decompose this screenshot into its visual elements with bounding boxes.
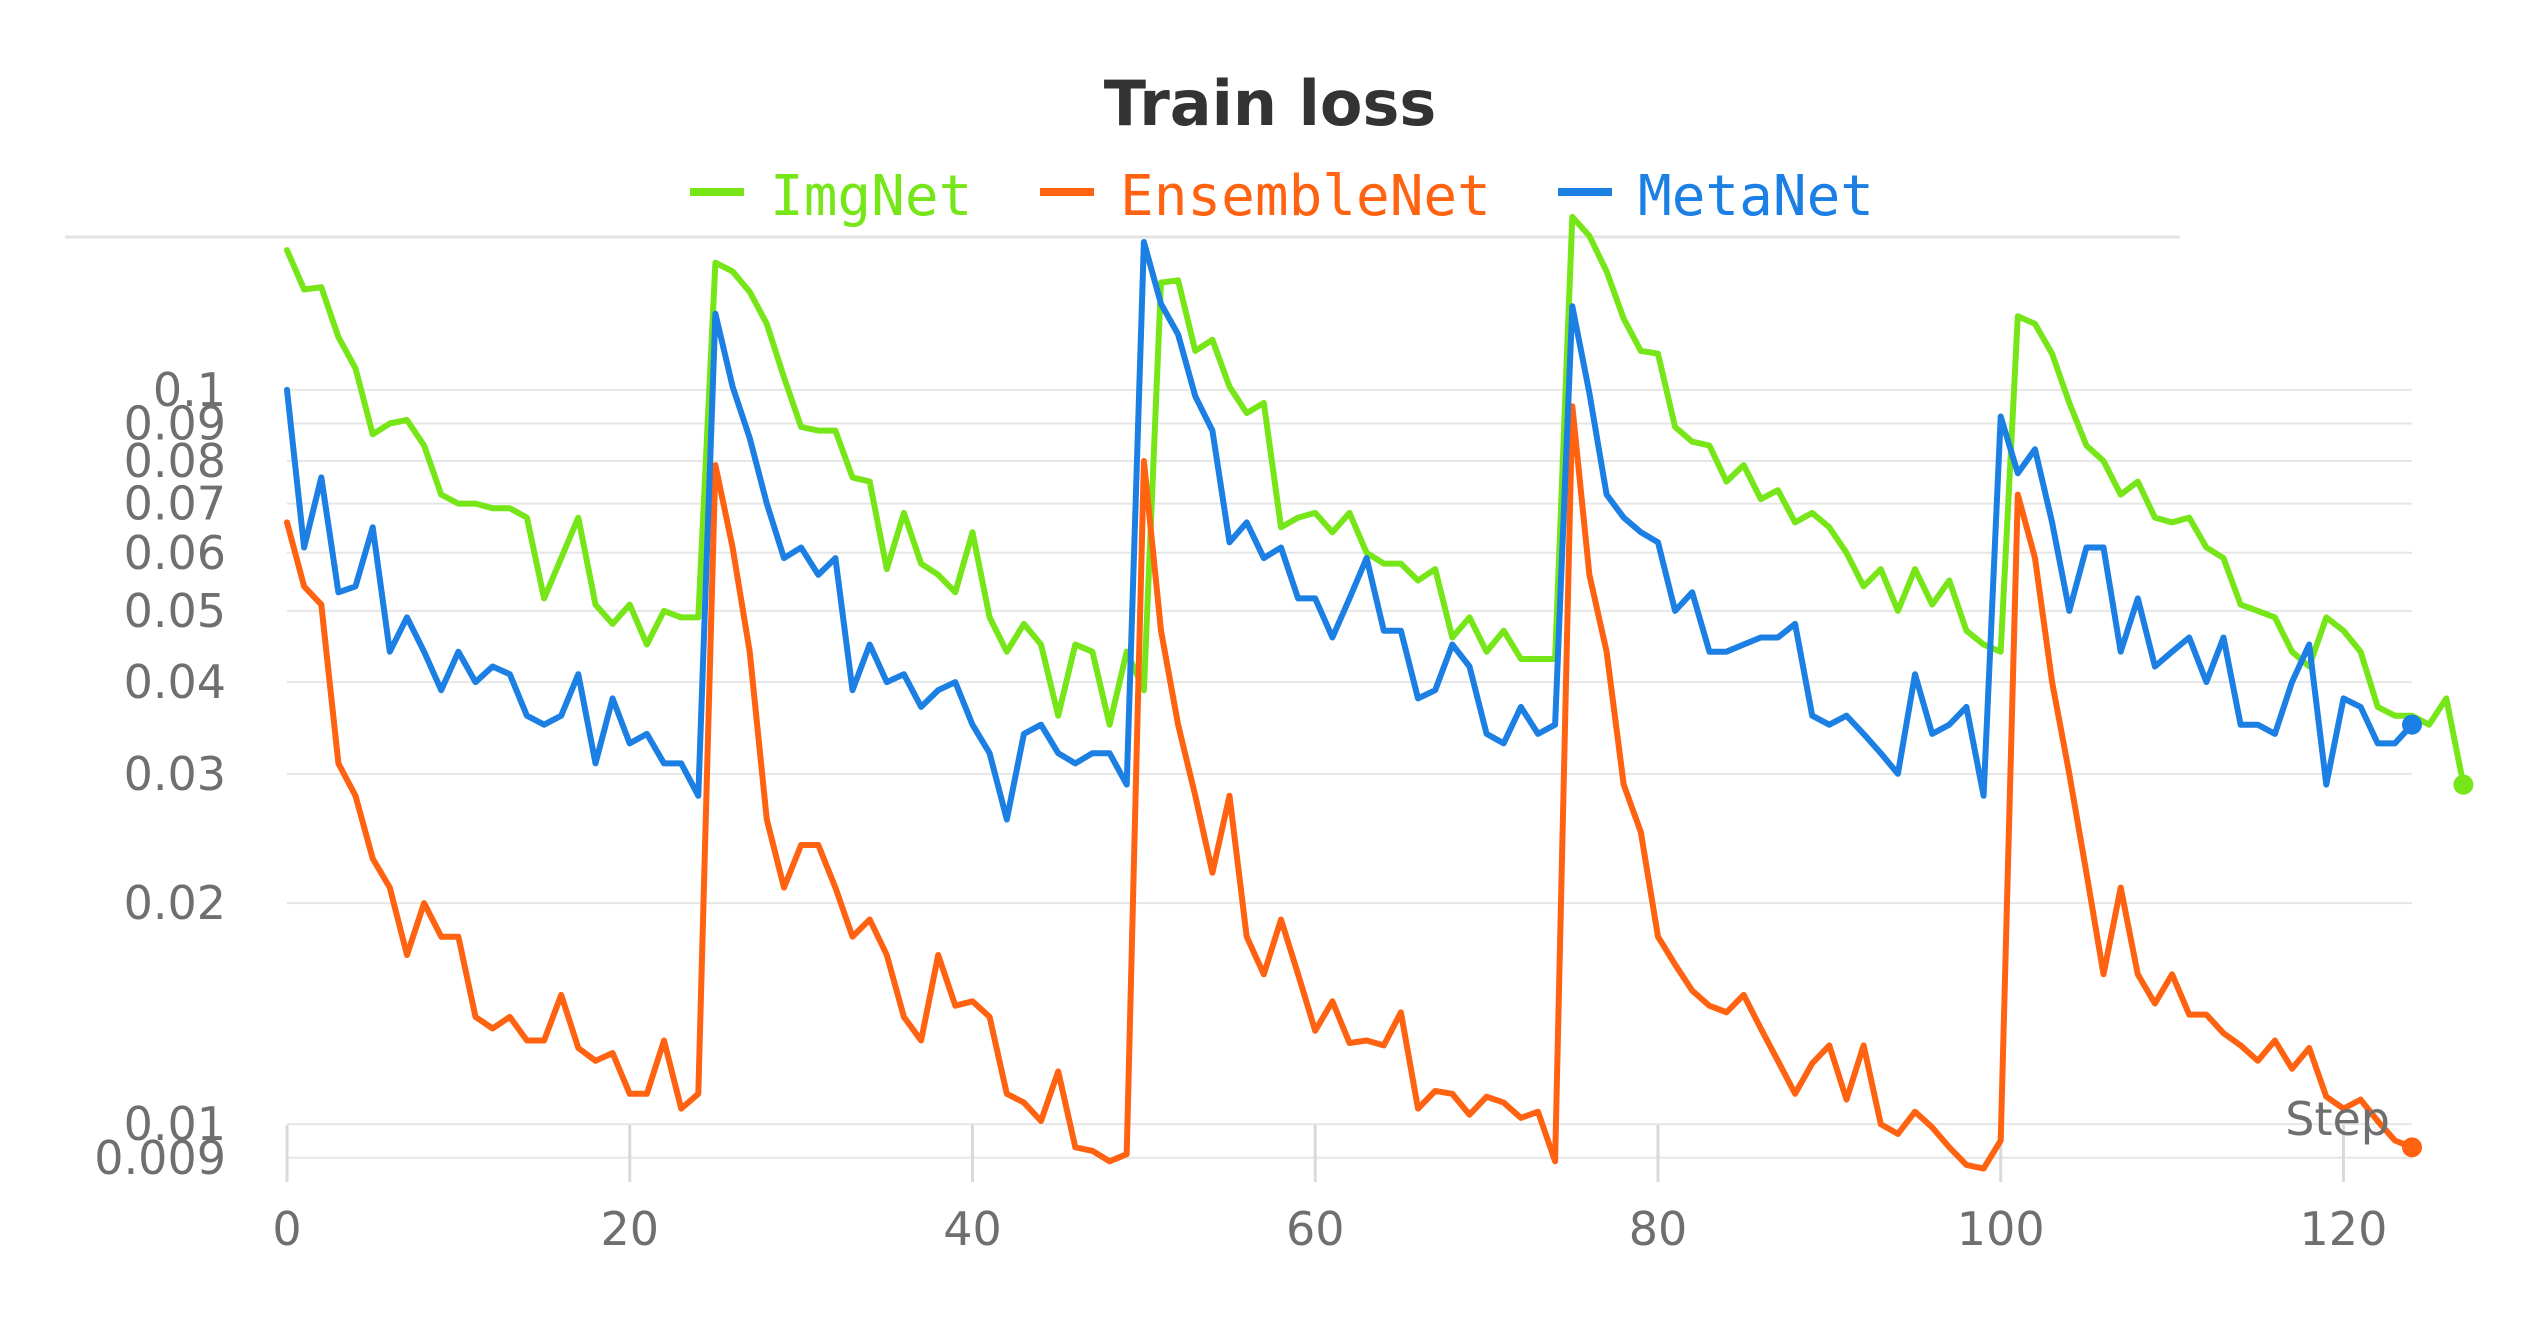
x-tick-label: 20 [600,1202,659,1256]
end-point-ensemblenet[interactable] [2402,1137,2422,1158]
y-tick-label: 0.05 [124,584,226,638]
series-line-metanet[interactable] [284,239,2415,823]
y-tick-label: 0.07 [124,477,226,531]
y-tick-label: 0.08 [124,434,226,488]
x-axis-ticks: 0 20 40 60 80 100 120 [272,1125,2387,1256]
legend-swatch-ensemblenet [1040,188,1094,196]
y-tick-label: 0.02 [124,876,226,930]
y-tick-label: 0.09 [124,396,226,450]
x-tick-label: 40 [943,1202,1002,1256]
y-tick-label: 0.1 [153,363,226,417]
y-tick-label: 0.01 [124,1097,226,1151]
legend-label-imgnet: ImgNet [770,164,972,229]
legend-swatch-imgnet [690,188,744,196]
series-line-imgnet[interactable] [284,213,2467,788]
series-end-markers [2402,714,2474,1158]
x-tick-label: 60 [1286,1202,1345,1256]
chart-title: Train loss [1104,67,1437,140]
grid [287,388,2412,1159]
legend-label-ensemblenet: EnsembleNet [1120,164,1491,229]
legend-item-imgnet[interactable]: ImgNet [690,164,972,229]
end-point-metanet[interactable] [2402,714,2422,735]
x-axis-label: Step [2285,1092,2390,1146]
y-tick-label: 0.06 [124,526,226,580]
x-tick-label: 120 [2300,1202,2388,1256]
chart-legend: ImgNet EnsembleNet MetaNet [690,164,1874,229]
x-tick-label: 80 [1629,1202,1688,1256]
legend-label-metanet: MetaNet [1638,164,1874,229]
legend-item-metanet[interactable]: MetaNet [1558,164,1874,229]
x-tick-label: 100 [1957,1202,2045,1256]
series-lines [284,213,2467,1172]
y-tick-label: 0.04 [124,655,226,709]
series-line-ensemblenet[interactable] [284,403,2415,1172]
end-point-imgnet[interactable] [2453,774,2474,795]
y-tick-label: 0.03 [124,747,226,801]
legend-swatch-metanet [1558,188,1612,196]
y-tick-label: 0.009 [94,1131,226,1185]
x-tick-label: 0 [272,1202,301,1256]
legend-item-ensemblenet[interactable]: EnsembleNet [1040,164,1491,229]
